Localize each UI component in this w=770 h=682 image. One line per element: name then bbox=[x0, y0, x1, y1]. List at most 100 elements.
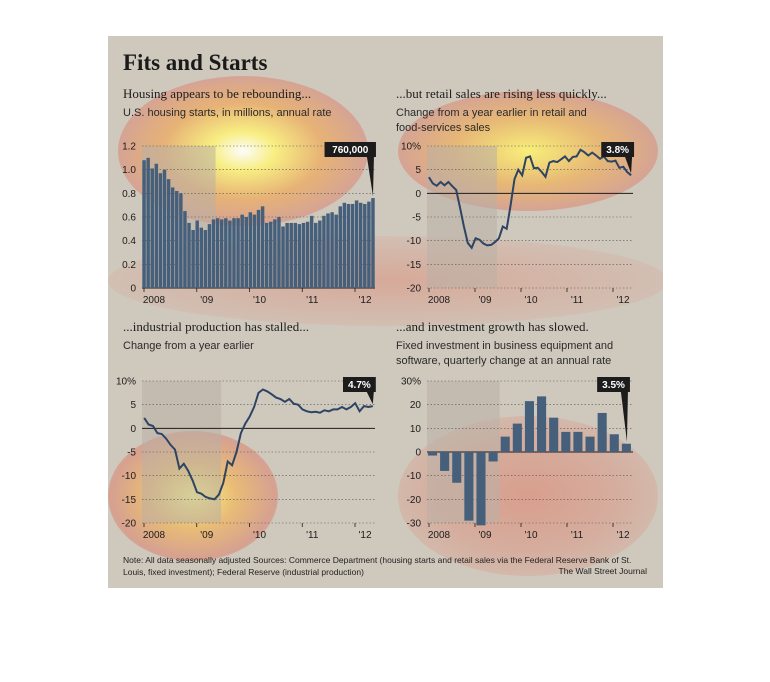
bar bbox=[330, 212, 334, 288]
x-tick-label: '12 bbox=[358, 295, 371, 306]
bar bbox=[452, 452, 462, 483]
bar bbox=[476, 452, 486, 526]
bar bbox=[187, 222, 191, 288]
housing-starts-chart: 1.2 1.0 0.8 0.6 0.4 0.2 0 2008 '09 '10 '11 '12 760,0… bbox=[122, 142, 376, 306]
callout-label: 760,000 bbox=[332, 145, 369, 156]
chart-subtitle: Fixed investment in business equipment a… bbox=[396, 340, 614, 367]
bar bbox=[158, 173, 163, 288]
y-tick-label: -20 bbox=[407, 495, 422, 506]
y-tick-label: -10 bbox=[407, 236, 422, 247]
y-tick-label: 0 bbox=[415, 189, 421, 200]
bar bbox=[244, 217, 248, 288]
callout-label: 4.7% bbox=[348, 380, 371, 391]
callout-pointer bbox=[620, 392, 628, 442]
bar bbox=[175, 190, 179, 288]
bar bbox=[358, 202, 363, 288]
bar bbox=[277, 217, 281, 288]
bar bbox=[524, 401, 534, 452]
y-tick-label: 10 bbox=[410, 424, 422, 435]
chart-title: Housing appears to be rebounding... bbox=[123, 86, 312, 101]
bar bbox=[297, 224, 302, 288]
chart-subtitle: Change from a year earlier in retail and… bbox=[396, 107, 587, 134]
x-tick-label: '12 bbox=[616, 295, 629, 306]
bar bbox=[248, 212, 253, 288]
x-tick-label: '11 bbox=[571, 530, 584, 541]
bar bbox=[224, 218, 228, 288]
bar bbox=[142, 160, 146, 288]
callout-label: 3.5% bbox=[602, 380, 625, 391]
callout-pointer bbox=[366, 157, 374, 197]
bar bbox=[326, 213, 330, 288]
page-title: Fits and Starts bbox=[123, 50, 268, 75]
y-tick-label: 0.2 bbox=[122, 260, 136, 271]
x-tick-label: 2008 bbox=[143, 530, 166, 541]
bar bbox=[228, 220, 232, 288]
x-tick-label: '11 bbox=[571, 295, 584, 306]
bar bbox=[318, 220, 322, 288]
callout-box bbox=[597, 377, 630, 392]
x-tick-label: '12 bbox=[616, 530, 629, 541]
bar bbox=[236, 218, 240, 288]
bar bbox=[342, 202, 347, 288]
callout-box bbox=[343, 377, 376, 392]
x-tick-label: 2008 bbox=[428, 530, 451, 541]
bar bbox=[289, 222, 293, 288]
series-line bbox=[428, 148, 632, 250]
x-tick-label: '11 bbox=[306, 530, 319, 541]
x-tick-label: '10 bbox=[524, 530, 537, 541]
bar bbox=[334, 214, 338, 288]
retail-sales-chart: 10% 5 0 -5 -10 -15 -20 2008 '09 '10 '11 '12 3.8% bbox=[401, 142, 635, 306]
industrial-production-chart: 10% 5 0 -5 -10 -15 -20 2008 '09 '10 '11 '12 4.7% bbox=[116, 377, 376, 541]
recession-shade bbox=[142, 146, 216, 288]
bar bbox=[346, 203, 351, 288]
investment-chart: 30% 20 10 0 -10 -20 -30 2008 '09 '10 '11 '12 3.5% bbox=[401, 377, 633, 541]
x-tick-label: '10 bbox=[253, 295, 266, 306]
bar bbox=[207, 224, 212, 288]
bar bbox=[537, 396, 547, 452]
x-tick-label: '11 bbox=[306, 295, 319, 306]
x-tick-label: '12 bbox=[358, 530, 371, 541]
y-tick-label: -10 bbox=[407, 471, 422, 482]
bar bbox=[211, 219, 216, 288]
y-tick-label: 0 bbox=[415, 448, 421, 459]
x-tick-label: '09 bbox=[478, 530, 491, 541]
bar bbox=[195, 220, 199, 288]
x-tick-label: 2008 bbox=[143, 295, 166, 306]
bar bbox=[273, 219, 277, 288]
bar bbox=[305, 221, 310, 288]
x-tick-label: '09 bbox=[478, 295, 491, 306]
bar bbox=[150, 168, 154, 288]
y-tick-label: 0 bbox=[130, 424, 136, 435]
bar bbox=[427, 452, 438, 456]
bar bbox=[561, 431, 571, 452]
bar bbox=[371, 198, 375, 288]
bar bbox=[219, 219, 224, 288]
bar bbox=[240, 214, 244, 288]
y-tick-label: 0.6 bbox=[122, 213, 136, 224]
bar bbox=[269, 221, 273, 288]
bar bbox=[367, 201, 371, 288]
y-tick-label: 30% bbox=[401, 377, 421, 388]
bar bbox=[301, 222, 306, 288]
bar bbox=[597, 412, 607, 452]
bar bbox=[314, 222, 318, 288]
bar bbox=[166, 179, 171, 288]
bar bbox=[363, 203, 367, 288]
y-tick-label: -20 bbox=[407, 284, 422, 295]
bar bbox=[281, 226, 285, 288]
bar bbox=[350, 203, 355, 288]
chart-subtitle: U.S. housing starts, in millions, annual… bbox=[123, 107, 332, 119]
bar bbox=[512, 423, 522, 452]
bar bbox=[549, 417, 559, 452]
y-tick-label: 5 bbox=[130, 400, 136, 411]
bar bbox=[500, 436, 510, 452]
bar bbox=[264, 222, 269, 288]
bar bbox=[146, 157, 150, 288]
y-tick-label: -5 bbox=[127, 448, 136, 459]
bar bbox=[440, 452, 450, 471]
bar bbox=[285, 222, 289, 288]
y-tick-label: -5 bbox=[412, 213, 421, 224]
bar bbox=[573, 431, 583, 452]
bar bbox=[179, 193, 183, 288]
bar bbox=[585, 436, 595, 452]
